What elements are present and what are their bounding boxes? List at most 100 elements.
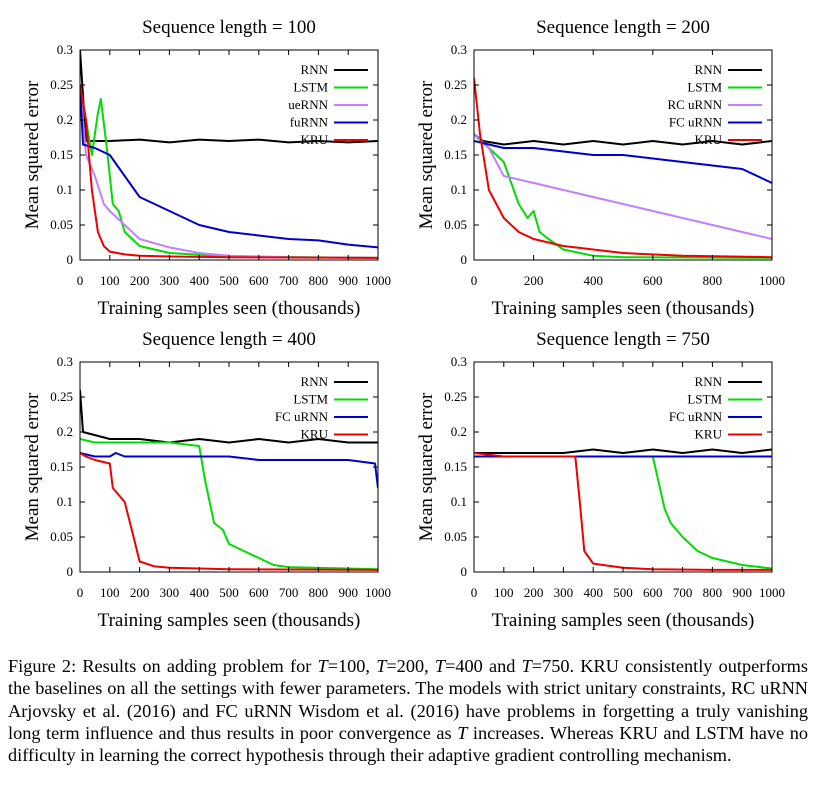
y-tick-label: 0.1 xyxy=(451,494,467,509)
y-tick-label: 0.25 xyxy=(444,389,467,404)
x-tick-label: 900 xyxy=(732,585,752,600)
y-axis-label: Mean squared error xyxy=(22,392,43,541)
y-tick-label: 0.2 xyxy=(57,112,73,127)
y-tick-label: 0.3 xyxy=(451,42,467,57)
series-line-rc-urnn xyxy=(474,133,772,240)
x-tick-label: 700 xyxy=(673,585,693,600)
x-tick-label: 800 xyxy=(309,273,329,288)
y-tick-label: 0.1 xyxy=(57,494,73,509)
x-tick-label: 200 xyxy=(524,585,544,600)
legend-label: FC uRNN xyxy=(669,115,723,130)
series-line-rnn xyxy=(80,389,378,444)
y-tick-label: 0.05 xyxy=(444,529,467,544)
series-line-kru xyxy=(474,452,772,571)
x-tick-label: 300 xyxy=(160,273,180,288)
x-tick-label: 500 xyxy=(219,585,239,600)
caption-t-symbol-2: T xyxy=(376,656,387,676)
y-tick-label: 0.25 xyxy=(50,389,73,404)
legend-label: RNN xyxy=(301,374,329,389)
x-tick-label: 800 xyxy=(703,273,723,288)
x-tick-label: 1000 xyxy=(365,585,391,600)
caption-s4: =750. xyxy=(531,656,575,676)
y-tick-label: 0.25 xyxy=(50,77,73,92)
series-lines xyxy=(80,50,378,259)
x-tick-label: 0 xyxy=(77,273,84,288)
y-tick-label: 0.15 xyxy=(444,459,467,474)
figure-2: Sequence length = 100 0 100 200 300 400 500 600… xyxy=(22,17,785,631)
chart-title: Sequence length = 100 xyxy=(142,17,316,38)
x-tick-label: 400 xyxy=(189,585,209,600)
caption-t-symbol-3: T xyxy=(434,656,446,676)
y-tick-label: 0.05 xyxy=(444,217,467,232)
y-tick-label: 0.25 xyxy=(444,77,467,92)
x-tick-label: 200 xyxy=(130,273,150,288)
x-tick-label: 0 xyxy=(77,585,84,600)
y-tick-label: 0.3 xyxy=(57,354,73,369)
y-tick-label: 0 xyxy=(461,564,468,579)
chart-panel-2: Sequence length = 200 0 200 400 600 800 1000 0 0… xyxy=(416,17,785,319)
x-tick-label: 800 xyxy=(309,585,329,600)
x-tick-label: 200 xyxy=(130,585,150,600)
plot-frame xyxy=(473,361,773,573)
legend: RNN LSTM FC uRNN KRU xyxy=(669,374,762,442)
x-tick-label: 700 xyxy=(279,585,299,600)
x-tick-label: 100 xyxy=(100,273,120,288)
legend: RNN LSTM ueRNN fuRNN KRU xyxy=(288,62,368,147)
chart-title: Sequence length = 750 xyxy=(536,329,710,350)
y-tick-label: 0 xyxy=(461,252,468,267)
legend: RNN LSTM RC uRNN FC uRNN KRU xyxy=(667,62,762,147)
x-tick-label: 700 xyxy=(279,273,299,288)
x-tick-label: 100 xyxy=(100,585,120,600)
caption-t-symbol-4: T xyxy=(521,656,532,676)
x-tick-label: 500 xyxy=(219,273,239,288)
series-line-lstm xyxy=(80,84,378,259)
x-axis-label: Training samples seen (thousands) xyxy=(98,298,361,319)
y-axis-label: Mean squared error xyxy=(416,80,437,229)
y-tick-label: 0.2 xyxy=(451,424,467,439)
x-tick-label: 1000 xyxy=(759,585,785,600)
y-tick-label: 0.2 xyxy=(57,424,73,439)
y-tick-label: 0.3 xyxy=(451,354,467,369)
x-tick-label: 600 xyxy=(643,273,663,288)
x-tick-label: 800 xyxy=(703,585,723,600)
series-line-lstm xyxy=(474,455,772,570)
x-tick-label: 100 xyxy=(494,585,514,600)
figure-caption: Figure 2: Results on adding problem for … xyxy=(8,655,808,766)
x-axis-label: Training samples seen (thousands) xyxy=(492,610,755,631)
y-tick-label: 0.05 xyxy=(50,529,73,544)
legend-label: RNN xyxy=(695,374,723,389)
y-tick-label: 0.1 xyxy=(57,182,73,197)
x-tick-label: 600 xyxy=(643,585,663,600)
x-tick-label: 400 xyxy=(583,585,603,600)
series-line-lstm xyxy=(80,438,378,571)
caption-lead: Figure 2: Results on adding problem for xyxy=(8,656,318,676)
caption-t-symbol-1: T xyxy=(317,656,328,676)
x-axis-label: Training samples seen (thousands) xyxy=(492,298,755,319)
x-tick-label: 400 xyxy=(189,273,209,288)
series-line-rnn xyxy=(474,448,772,454)
x-tick-label: 0 xyxy=(471,585,478,600)
y-tick-label: 0.05 xyxy=(50,217,73,232)
legend-label: fuRNN xyxy=(290,115,329,130)
x-tick-label: 1000 xyxy=(365,273,391,288)
x-tick-label: 500 xyxy=(613,585,633,600)
legend-label: LSTM xyxy=(293,80,328,95)
legend: RNN LSTM FC uRNN KRU xyxy=(275,374,368,442)
legend-label: KRU xyxy=(695,427,723,442)
x-tick-label: 900 xyxy=(338,273,358,288)
y-tick-label: 0 xyxy=(67,564,74,579)
y-axis-label: Mean squared error xyxy=(22,80,43,229)
series-line-kru xyxy=(80,84,378,259)
x-tick-label: 300 xyxy=(554,585,574,600)
plot-frame xyxy=(79,361,379,573)
x-tick-label: 300 xyxy=(160,585,180,600)
chart-title: Sequence length = 200 xyxy=(536,17,710,38)
chart-title: Sequence length = 400 xyxy=(142,329,316,350)
legend-label: FC uRNN xyxy=(275,409,329,424)
legend-label: KRU xyxy=(695,132,723,147)
legend-label: RC uRNN xyxy=(667,97,722,112)
series-line-rnn xyxy=(80,50,378,144)
y-tick-label: 0.15 xyxy=(444,147,467,162)
series-line-kru xyxy=(474,77,772,259)
legend-label: LSTM xyxy=(293,392,328,407)
